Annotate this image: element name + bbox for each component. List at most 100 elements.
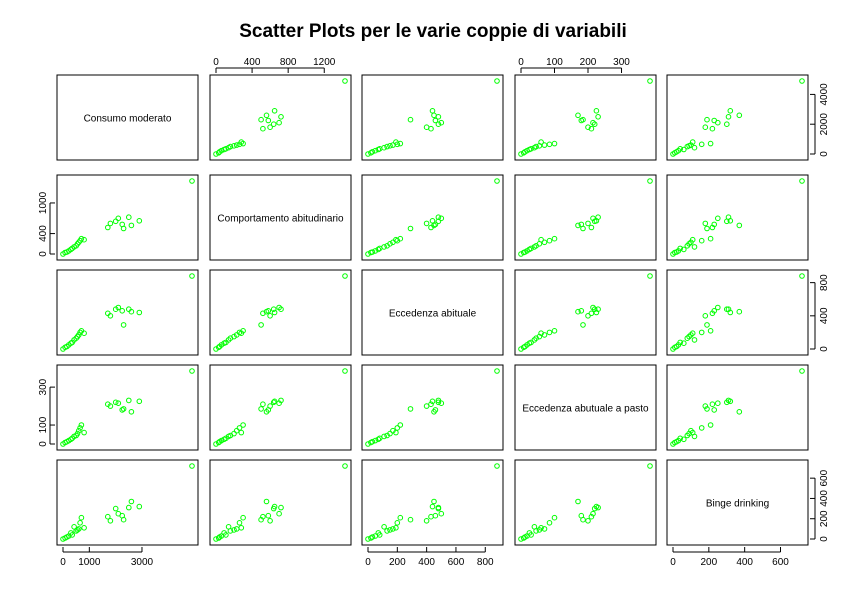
data-point (709, 125, 716, 132)
data-point (588, 224, 595, 231)
panel-r1-c2 (361, 174, 504, 261)
data-point (533, 528, 539, 534)
data-point (189, 463, 195, 469)
data-point (528, 532, 534, 538)
data-point (677, 435, 684, 442)
data-point (435, 399, 442, 406)
panel-r1-c0 (56, 174, 199, 261)
data-point (715, 304, 721, 311)
data-point (365, 536, 371, 542)
data-point (369, 438, 376, 445)
data-point (541, 142, 548, 148)
data-point (725, 114, 732, 120)
data-point (342, 78, 348, 84)
panel-r0-c4 (666, 74, 809, 161)
panel-frame (666, 74, 809, 161)
panel-r3-c2 (361, 364, 504, 451)
data-point (423, 124, 430, 130)
data-point (546, 237, 553, 244)
axis-left-3: 0 100 300 (38, 378, 55, 447)
data-point (704, 116, 710, 123)
panel-r3-c3: Eccedenza abutuale a pasto (514, 364, 657, 451)
data-point (647, 178, 653, 184)
panel-r4-c2 (361, 459, 504, 546)
data-point (238, 429, 245, 436)
data-point (704, 225, 710, 232)
data-point (393, 525, 399, 531)
panel-frame (514, 269, 657, 356)
data-point (112, 399, 119, 406)
data-point (120, 406, 127, 412)
tick-label: 0 (60, 557, 66, 568)
data-point (575, 308, 581, 315)
data-point (342, 368, 348, 374)
data-point (702, 313, 709, 319)
data-point (189, 368, 195, 374)
tick-label: 0 (670, 557, 676, 568)
data-point (381, 144, 387, 151)
data-point (647, 78, 653, 84)
variable-label: Binge drinking (706, 499, 769, 510)
data-point (799, 273, 805, 279)
data-point (369, 534, 376, 540)
data-point (551, 328, 558, 334)
data-point (551, 514, 558, 521)
panel-frame (56, 459, 199, 546)
data-point (136, 309, 143, 316)
tick-label: 1000 (78, 557, 101, 568)
data-point (541, 239, 548, 246)
tick-label: 400 (819, 490, 830, 507)
data-point (407, 406, 414, 412)
tick-label: 200 (580, 57, 597, 68)
data-point (727, 398, 734, 405)
panel-r4-c1 (209, 459, 352, 546)
data-point (278, 114, 284, 120)
data-point (702, 220, 709, 227)
data-point (588, 125, 595, 132)
data-point (372, 147, 379, 154)
data-point (271, 108, 278, 114)
data-point (384, 143, 390, 150)
data-point (799, 178, 805, 184)
data-point (365, 251, 371, 257)
data-point (423, 518, 430, 524)
panel-frame (361, 364, 504, 451)
data-point (736, 308, 743, 315)
data-point (677, 245, 684, 252)
tick-label: 200 (389, 557, 406, 568)
data-point (128, 222, 135, 229)
data-point (432, 512, 439, 519)
data-point (494, 78, 500, 84)
data-point (115, 400, 122, 407)
panel-frame (209, 74, 352, 161)
data-point (78, 422, 85, 428)
data-point (76, 427, 82, 434)
data-point (727, 309, 734, 316)
data-point (81, 330, 87, 337)
data-point (711, 308, 718, 314)
data-point (590, 304, 596, 311)
data-point (107, 313, 114, 319)
data-point (702, 403, 709, 409)
axis-right-0: 0 2000 4000 (810, 83, 830, 157)
data-point (74, 430, 81, 437)
tick-label: 3000 (131, 557, 154, 568)
tick-label: 0 (213, 57, 219, 68)
data-point (397, 514, 404, 521)
data-point (276, 510, 282, 517)
panel-frame (361, 269, 504, 356)
panel-r1-c4 (666, 174, 809, 261)
data-point (590, 510, 596, 517)
panel-frame (209, 459, 352, 546)
data-point (590, 119, 596, 126)
data-point (429, 218, 436, 224)
data-point (585, 124, 591, 130)
data-point (393, 429, 399, 436)
panel-frame (209, 269, 352, 356)
data-point (126, 504, 132, 511)
data-point (238, 139, 245, 145)
data-point (724, 306, 730, 313)
data-point (494, 178, 500, 184)
data-point (538, 330, 544, 337)
